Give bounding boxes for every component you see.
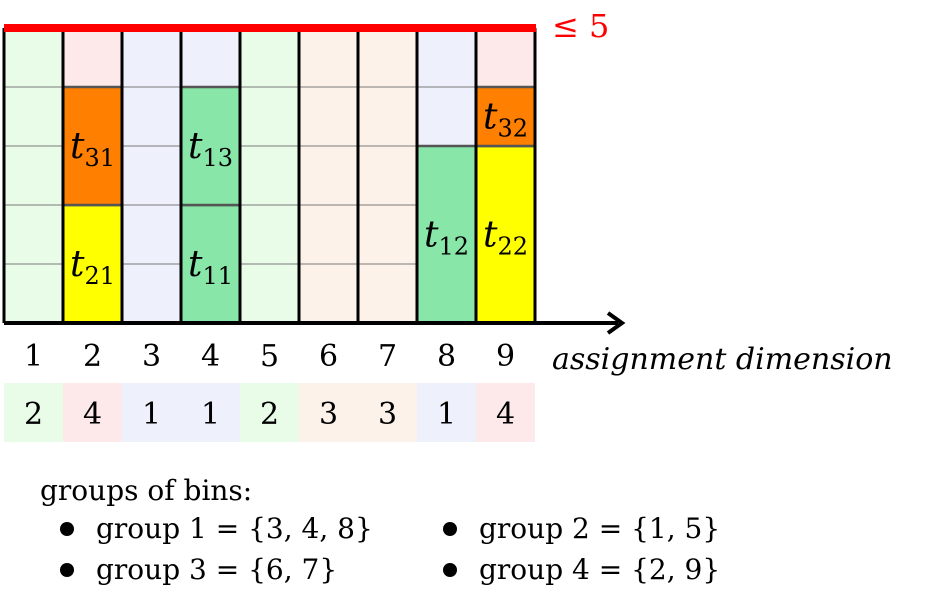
bin-number: 6: [319, 339, 338, 374]
bin-group-number: 2: [260, 397, 279, 432]
bin-group-number: 4: [496, 397, 515, 432]
bin-6: [299, 28, 358, 323]
bin-group-cell: [240, 383, 299, 442]
bin-7: [358, 28, 417, 323]
x-axis-arrowhead: [606, 311, 626, 335]
bin-number: 4: [201, 339, 220, 374]
bin-number: 7: [378, 339, 397, 374]
task-label: t13: [188, 126, 233, 172]
task-label: t31: [70, 126, 115, 172]
bin-group-number: 3: [378, 397, 397, 432]
legend-item-group-1: group 1 = {3, 4, 8}: [60, 512, 373, 545]
capacity-label: ≤ 5: [552, 7, 609, 45]
bin-group-cell: [417, 383, 476, 442]
bin-group-cell: [181, 383, 240, 442]
task-t31: [61, 85, 124, 207]
task-label: t21: [70, 244, 115, 290]
bullet-icon: [60, 562, 74, 577]
bin-group-cell: [476, 383, 535, 442]
bin-number: 3: [142, 339, 161, 374]
bin-3: [122, 28, 181, 323]
bin-group-cell: [358, 383, 417, 442]
legend-item-group-3: group 3 = {6, 7}: [60, 553, 337, 586]
legend-item-text: group 1 = {3, 4, 8}: [96, 512, 373, 545]
bin-group-row: 2 4 1 1 2 3 3 1 4: [4, 383, 535, 442]
tasks: t21 t31 t11 t13 t12 t22 t32: [61, 85, 537, 325]
task-label: t22: [483, 215, 528, 261]
bin-group-number: 1: [437, 397, 456, 432]
bin-group-number: 4: [83, 397, 102, 432]
bin-group-number: 1: [142, 397, 161, 432]
legend-item-group-2: group 2 = {1, 5}: [443, 512, 720, 545]
bin-number: 5: [260, 339, 279, 374]
bin-group-cell: [299, 383, 358, 442]
bin-number: 2: [83, 339, 102, 374]
bin-group-cell: [4, 383, 63, 442]
bin-numbers: 1 2 3 4 5 6 7 8 9: [24, 339, 515, 374]
legend-item-text: group 2 = {1, 5}: [479, 512, 721, 545]
bin-group-cell: [122, 383, 181, 442]
bin-group-number: 2: [24, 397, 43, 432]
bullet-icon: [443, 562, 457, 577]
legend-item-text: group 4 = {2, 9}: [479, 553, 721, 586]
bin-1: [4, 28, 63, 323]
task-label: t11: [188, 244, 233, 290]
legend-item-group-4: group 4 = {2, 9}: [443, 553, 720, 586]
axis-label: assignment dimension: [552, 342, 893, 377]
task-label: t32: [483, 97, 528, 143]
bin-group-number: 3: [319, 397, 338, 432]
bin-number: 8: [437, 339, 456, 374]
bin-group-cell: [63, 383, 122, 442]
legend-title: groups of bins:: [40, 474, 253, 507]
task-label: t12: [424, 215, 469, 261]
bin-group-number: 1: [201, 397, 220, 432]
bin-number: 1: [24, 339, 43, 374]
bin-borders: [2, 28, 537, 323]
bullet-icon: [443, 521, 457, 536]
bullet-icon: [60, 521, 74, 536]
legend-item-text: group 3 = {6, 7}: [96, 553, 338, 586]
bin-5: [240, 28, 299, 323]
bin-number: 9: [496, 339, 515, 374]
